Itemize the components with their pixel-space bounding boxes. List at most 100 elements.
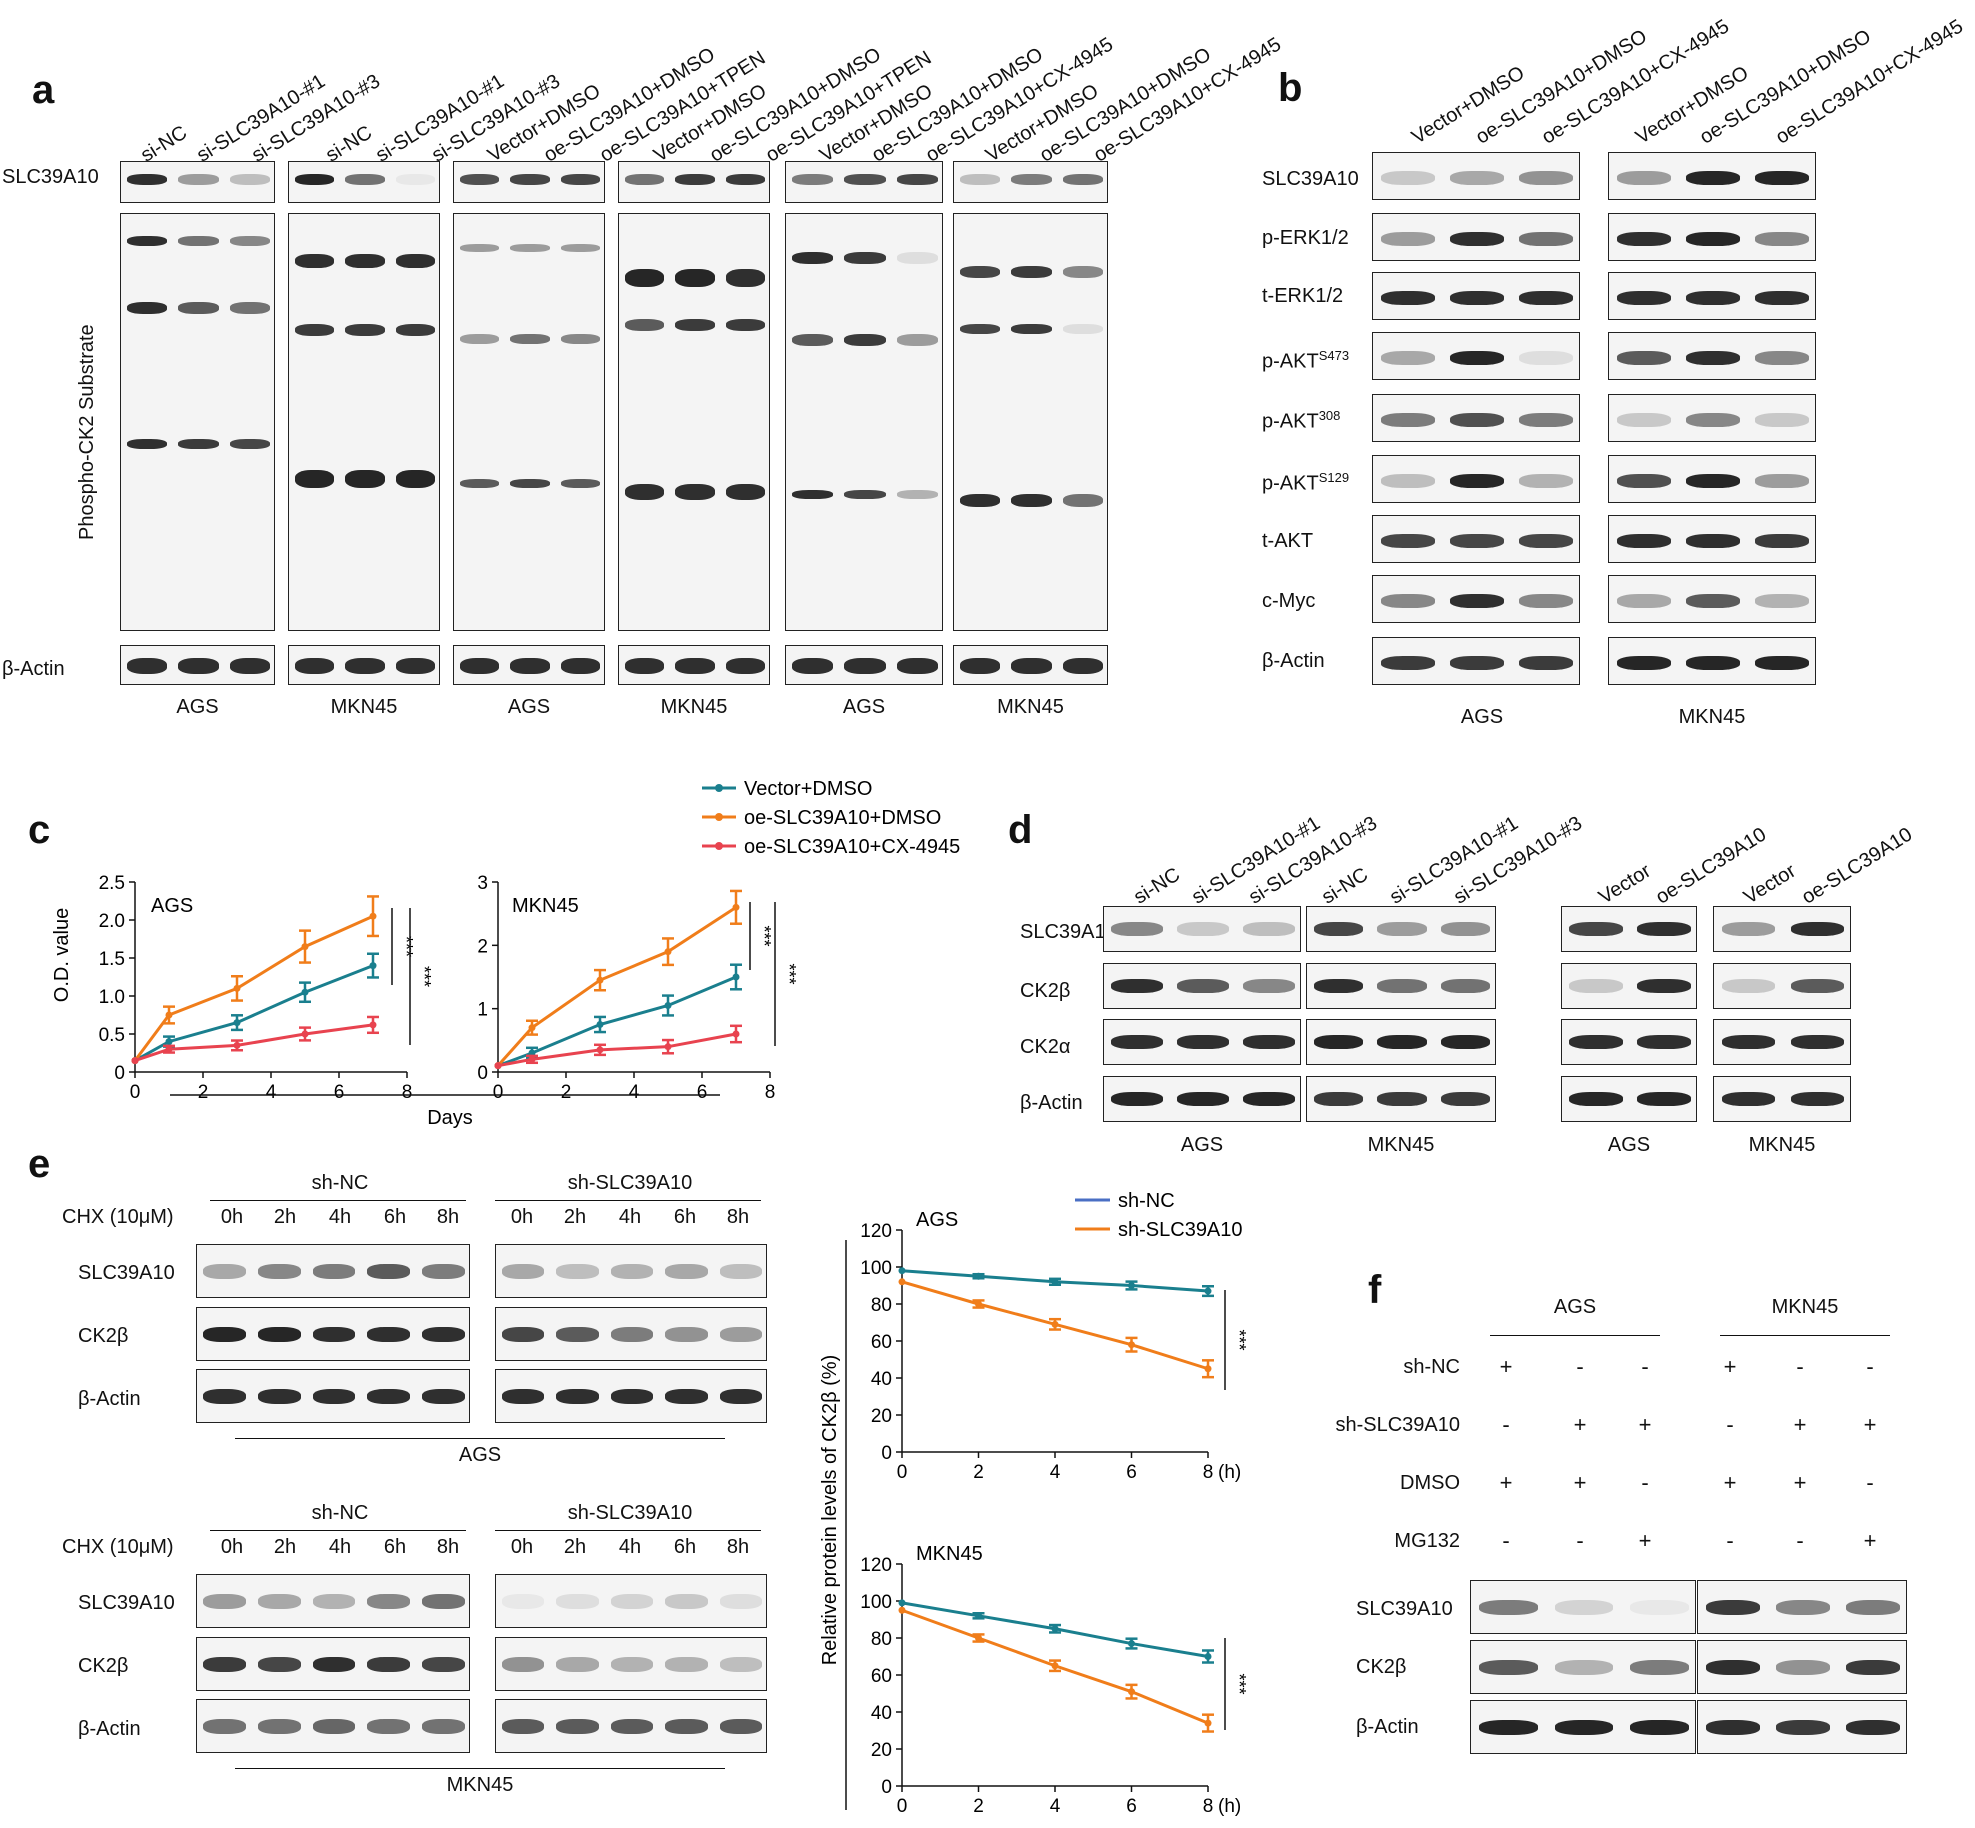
c-ylabel: O.D. value — [51, 908, 73, 1002]
significance-label: *** — [396, 936, 416, 957]
blot-a-phospho-ck2 — [120, 213, 275, 631]
cell-label-ags: AGS — [1460, 706, 1504, 728]
blot-e-band — [422, 1389, 465, 1404]
blot-f-band — [1554, 1660, 1614, 1675]
blot-f — [1697, 1580, 1907, 1634]
row-label: CK2β — [1020, 980, 1071, 1002]
blot-e-band — [257, 1389, 301, 1404]
blot-a-beta-actin-band — [897, 658, 939, 674]
data-point — [233, 1041, 241, 1049]
blot-e-band — [665, 1389, 708, 1404]
blot-a-phospho-ck2-band — [725, 269, 766, 287]
blot-a-phospho-ck2-band — [959, 324, 1000, 334]
data-point — [975, 1300, 982, 1308]
blot-a-phospho-ck2-band — [844, 252, 886, 264]
blot-e-band — [203, 1594, 246, 1609]
data-point — [1204, 1653, 1212, 1660]
blot-a-beta-actin-band — [459, 658, 500, 674]
blot-f-band — [1479, 1720, 1539, 1735]
blot-a-slc39a10-band — [510, 174, 550, 185]
x-tick-label: 2 — [973, 1796, 984, 1817]
blot-a-beta-actin — [453, 645, 605, 685]
condition-sign: - — [1796, 1528, 1804, 1553]
blot-e-band — [257, 1594, 301, 1609]
blot-a-beta-actin-band — [178, 658, 219, 674]
x-tick-label: 8 — [765, 1082, 776, 1103]
data-point — [596, 1021, 604, 1028]
condition-sign: + — [1638, 1412, 1652, 1437]
blot-a-slc39a10-band — [126, 174, 167, 185]
time-label: 6h — [383, 1206, 407, 1228]
row-label: SLC39A10 — [1262, 168, 1359, 191]
blot-a-phospho-ck2-band — [1063, 324, 1104, 334]
blot-a-slc39a10 — [120, 161, 275, 203]
condition-sign: + — [1723, 1470, 1737, 1495]
data-point — [732, 973, 740, 981]
blot-d-band — [1637, 1035, 1691, 1049]
blot-b-band — [1449, 656, 1505, 670]
row-label: c-Myc — [1262, 590, 1315, 613]
row-label-main: t-ERK1/2 — [1262, 285, 1344, 307]
blot-b-band — [1755, 171, 1810, 185]
blot-a-phospho-ck2-band — [395, 470, 436, 488]
blot-a-phospho-ck2-band — [294, 470, 335, 488]
blot-a-phospho-ck2-band — [510, 479, 550, 488]
blot-a-phospho-ck2-band — [791, 252, 833, 264]
blot-a-phospho-ck2-band — [791, 334, 833, 346]
blot-b-band — [1685, 534, 1741, 548]
data-point — [1128, 1341, 1135, 1349]
blot-e-band — [257, 1327, 301, 1342]
blot-a-beta-actin-band — [791, 658, 833, 674]
time-label: 2h — [273, 1536, 297, 1558]
panel-label-c: c — [28, 808, 51, 852]
blot-e-band — [367, 1719, 411, 1734]
blot-b — [1372, 332, 1580, 380]
condition-sign: + — [1499, 1354, 1513, 1379]
blot-a-phospho-ck2-band — [126, 439, 167, 449]
blot-f-band — [1705, 1660, 1761, 1675]
blot-d-band — [1440, 1092, 1491, 1106]
blot-e-band — [257, 1264, 301, 1279]
cell-label: MKN45 — [660, 696, 728, 718]
blot-f-band — [1845, 1720, 1901, 1735]
blot-e-band — [719, 1264, 762, 1279]
blot-e-band — [556, 1327, 599, 1342]
blot-b-band — [1616, 656, 1671, 670]
blot-d — [1561, 1019, 1697, 1065]
row-label: CK2α — [1020, 1036, 1071, 1058]
blot-f-band — [1775, 1720, 1831, 1735]
time-label: 8h — [726, 1206, 750, 1228]
blot-e-band — [203, 1719, 246, 1734]
blot-e-band — [556, 1719, 599, 1734]
blot-d-band — [1243, 1035, 1295, 1049]
blot-b-band — [1449, 594, 1505, 608]
chart-title: MKN45 — [512, 895, 579, 917]
row-label: p-AKTS473 — [1262, 348, 1349, 374]
blot-a-phospho-ck2-band — [230, 236, 271, 246]
row-label-sup: S129 — [1318, 470, 1350, 485]
blot-b — [1372, 515, 1580, 563]
blot-b-band — [1616, 171, 1671, 185]
blot-a-slc39a10-band — [844, 174, 886, 185]
blot-b-band — [1380, 171, 1435, 185]
row-label-main: SLC39A10 — [1262, 168, 1359, 190]
data-point — [975, 1612, 982, 1620]
data-point — [1051, 1278, 1059, 1286]
panel-label-f: f — [1368, 1268, 1382, 1312]
row-label-main: p-ERK1/2 — [1262, 227, 1349, 249]
blot-b-band — [1449, 534, 1505, 548]
blot-a-beta-actin-band — [725, 658, 766, 674]
blot-b — [1608, 637, 1816, 685]
condition-sign: + — [1793, 1470, 1807, 1495]
time-label: 4h — [618, 1206, 642, 1228]
blot-a-slc39a10-band — [725, 174, 766, 185]
blot-b-band — [1380, 232, 1435, 246]
blot-e-band — [719, 1594, 762, 1609]
blot-d-band — [1440, 1035, 1491, 1049]
blot-b-band — [1519, 656, 1574, 670]
blot-d — [1103, 906, 1301, 952]
cell-label: AGS — [176, 696, 219, 718]
blot-b-band — [1755, 474, 1810, 488]
blot-a-phospho-ck2 — [785, 213, 943, 631]
blot-d — [1713, 906, 1851, 952]
